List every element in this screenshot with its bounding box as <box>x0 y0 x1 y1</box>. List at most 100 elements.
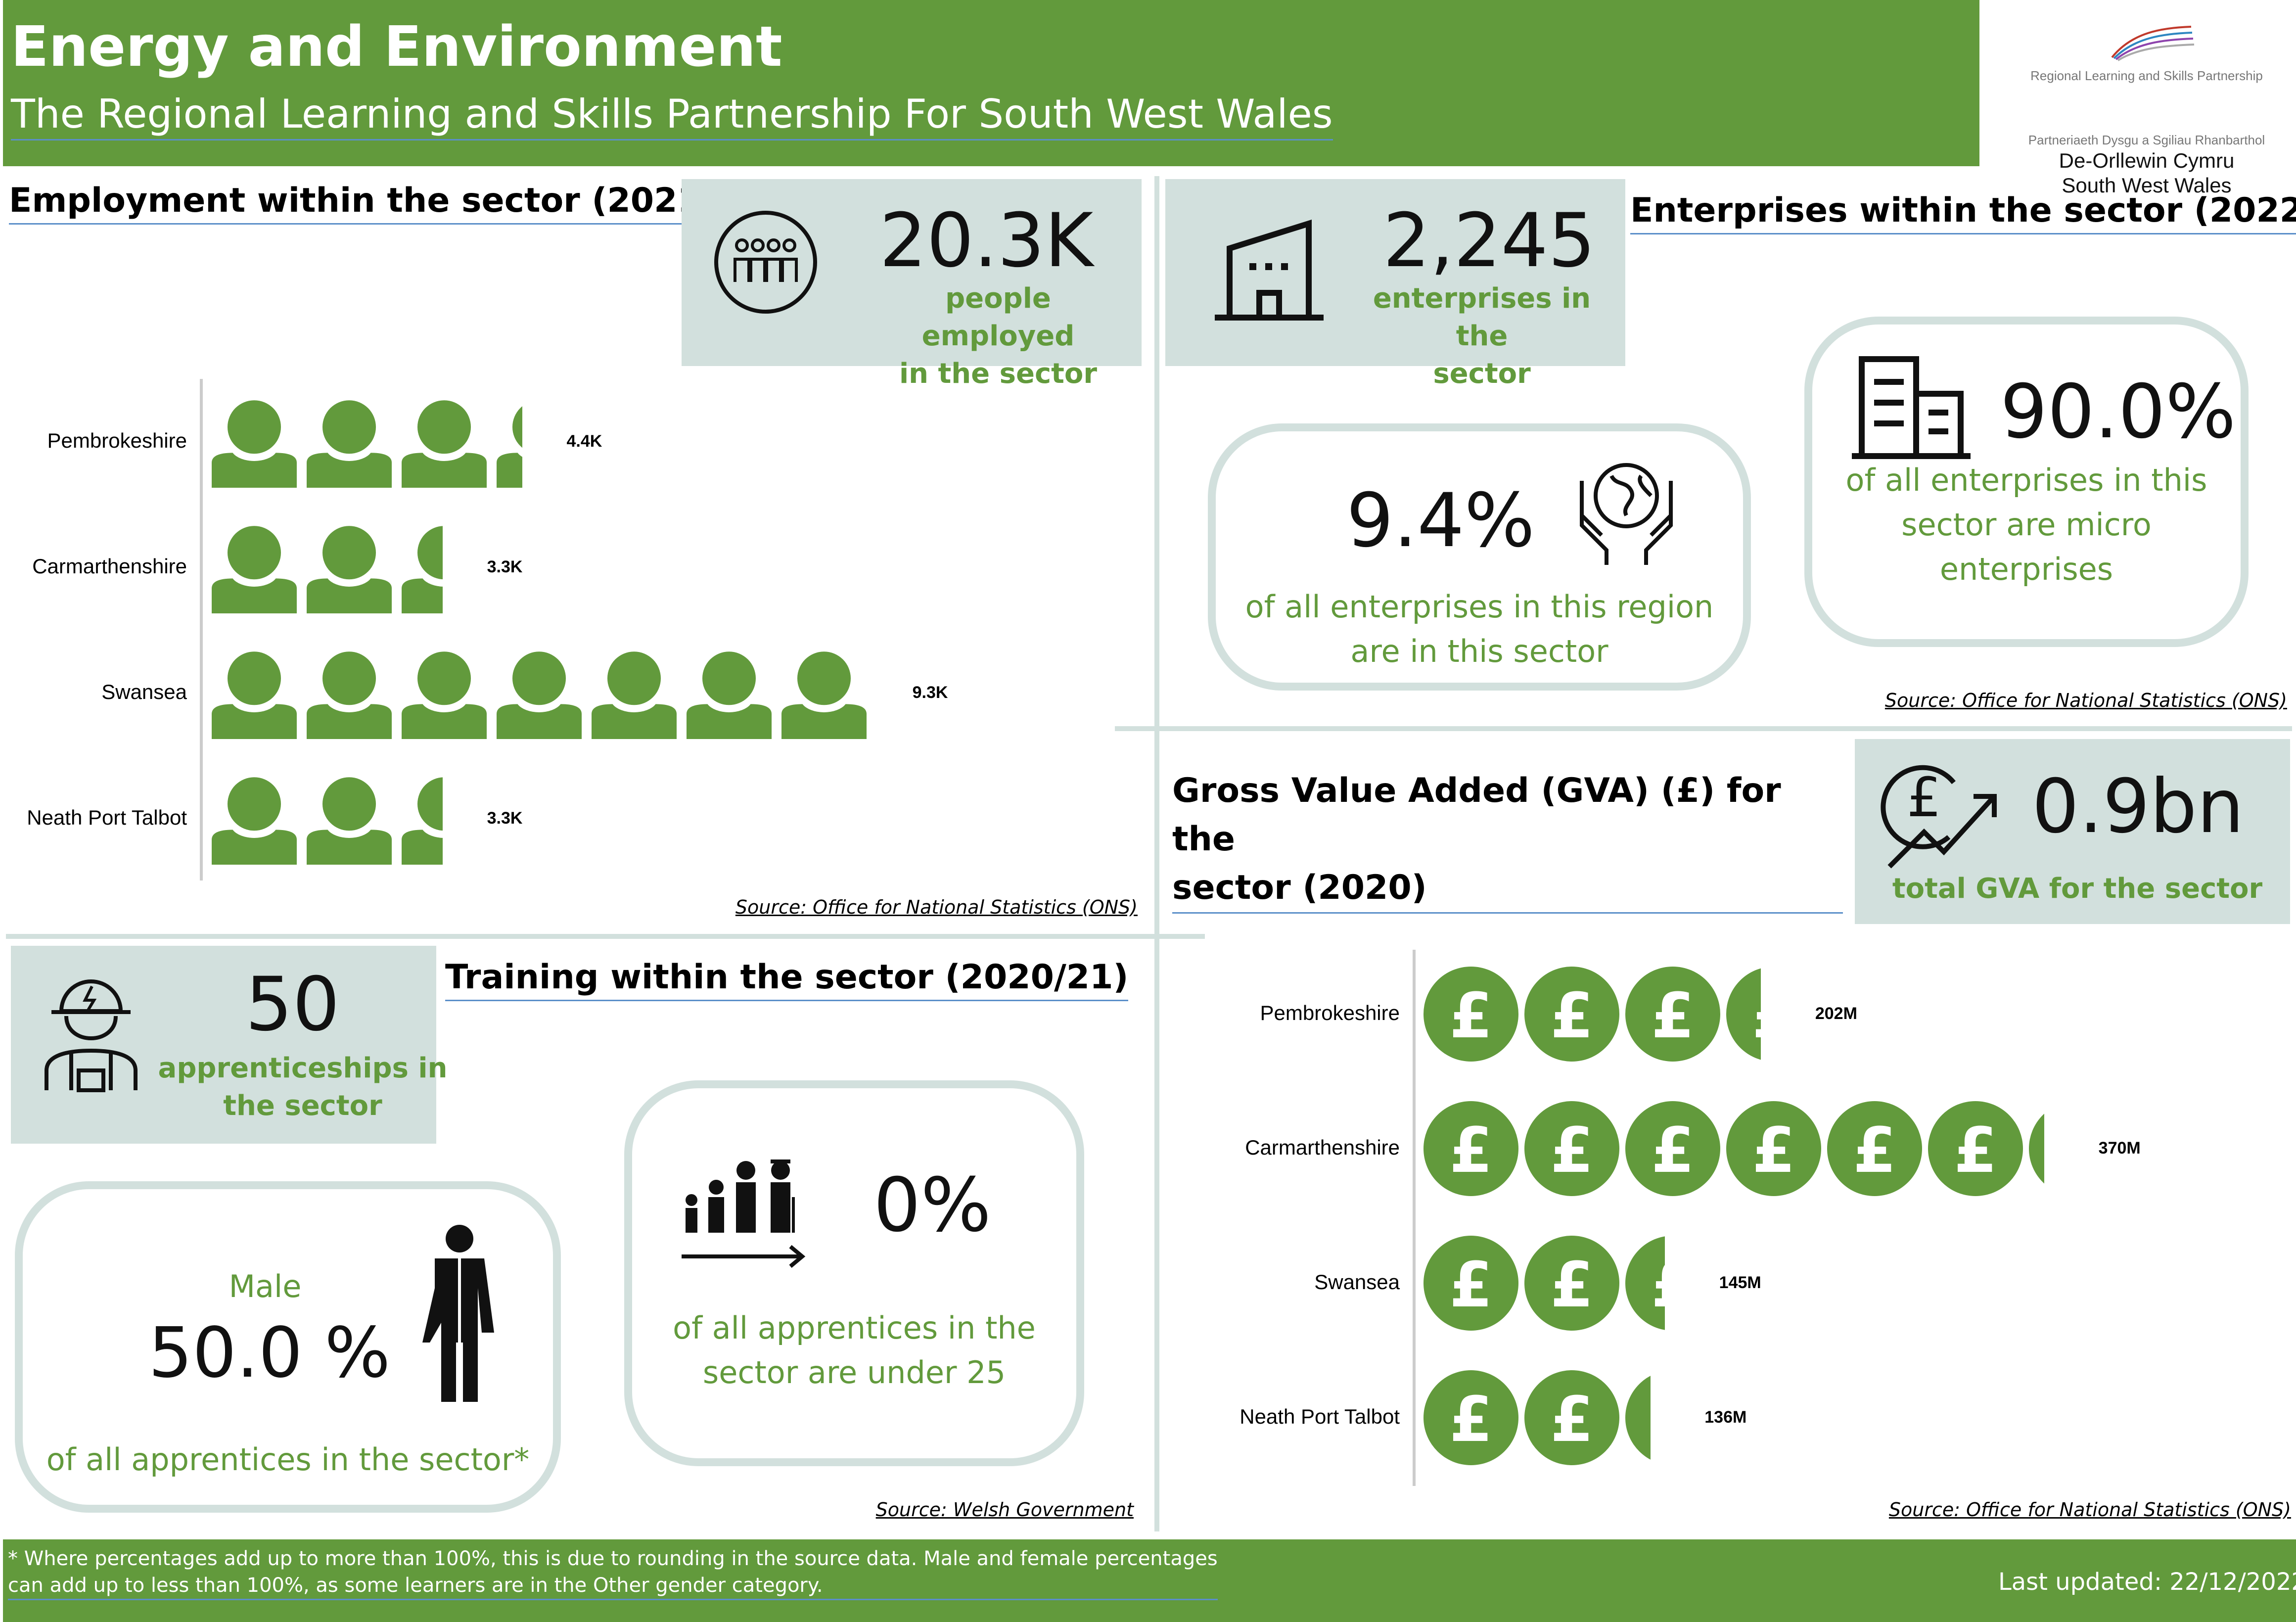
under25-line-2: sector are under 25 <box>702 1354 1006 1390</box>
enterprises-region-card: 9.4% of all enterprises in this region a… <box>1208 423 1751 691</box>
gva-title-line-1: Gross Value Added (GVA) (£) for the <box>1172 771 1781 859</box>
enterprises-region-line-1: of all enterprises in this region <box>1245 589 1714 625</box>
gender-text: of all apprentices in the sector* <box>46 1441 530 1478</box>
partnership-logo: Regional Learning and Skills Partnership… <box>2008 20 2285 197</box>
building-icon <box>1215 219 1324 321</box>
svg-text:£: £ <box>1651 980 1694 1052</box>
chart-value-label: 3.3K <box>487 557 523 576</box>
under25-line-1: of all apprentices in the <box>673 1310 1036 1346</box>
vertical-divider <box>1154 176 1159 1531</box>
svg-text:£: £ <box>1449 1384 1492 1456</box>
chart-value-label: 202M <box>1815 1004 1857 1023</box>
svg-text:£: £ <box>1651 1249 1665 1321</box>
gva-bar-icons: £££ <box>1424 1370 1651 1465</box>
chart-category-label: Swansea <box>101 680 187 703</box>
employment-bar-icons <box>212 400 522 488</box>
enterprises-region-text: of all enterprises in this region are in… <box>1216 585 1743 674</box>
employment-title: Employment within the sector (2021) <box>9 181 716 225</box>
enterprises-micro-pct: 90.0% <box>2000 369 2236 455</box>
globe-hands-icon <box>1580 463 1673 565</box>
page-subtitle: The Regional Learning and Skills Partner… <box>11 91 1333 140</box>
enterprises-micro-text: of all enterprises in this sector are mi… <box>1812 458 2241 592</box>
gva-bar-icons: £££££££ <box>1424 1101 2044 1196</box>
chart-category-label: Carmarthenshire <box>1245 1136 1400 1159</box>
worker-helmet-icon <box>45 979 138 1092</box>
swoosh-logo-icon <box>2111 26 2195 61</box>
chart-category-label: Neath Port Talbot <box>27 806 187 829</box>
age-progression-icon <box>682 1159 806 1268</box>
office-building-icon <box>1852 356 1971 459</box>
enterprises-micro-line-3: enterprises <box>1939 551 2113 587</box>
horizontal-divider-left <box>6 934 1205 939</box>
employment-kpi-line-2: in the sector <box>899 358 1098 390</box>
footnote-line-2: can add up to less than 100%, as some le… <box>8 1574 823 1597</box>
employment-kpi-panel: 20.3K people employed in the sector <box>682 179 1142 390</box>
employment-source: Source: Office for National Statistics (… <box>735 896 1138 918</box>
employment-bar-icons <box>212 526 443 613</box>
svg-text:£: £ <box>1550 980 1593 1052</box>
training-title: Training within the sector (2020/21) <box>445 958 1129 1001</box>
training-source: Source: Welsh Government <box>875 1499 1134 1521</box>
enterprises-micro-line-2: sector are micro <box>1901 507 2152 543</box>
under25-card: 0% of all apprentices in the sector are … <box>624 1080 1084 1466</box>
svg-text:£: £ <box>1853 1114 1896 1187</box>
training-kpi-line-2: the sector <box>223 1090 382 1122</box>
enterprises-title: Enterprises within the sector (2022) <box>1630 191 2296 234</box>
gva-bar-icons: £ £ £ £ <box>1424 967 1761 1062</box>
svg-text:£: £ <box>1550 1249 1593 1321</box>
enterprises-kpi-line-2: sector <box>1433 358 1531 390</box>
enterprises-kpi-value: 2,245 <box>1383 198 1596 284</box>
horizontal-divider-right <box>1115 726 2292 731</box>
under25-text: of all apprentices in the sector are und… <box>632 1306 1076 1395</box>
svg-text:£: £ <box>1651 1114 1694 1187</box>
page-title: Energy and Environment <box>11 15 782 79</box>
enterprises-kpi-line-1: enterprises in the <box>1373 282 1591 352</box>
footnote: * Where percentages add up to more than … <box>8 1545 1218 1600</box>
enterprises-micro-line-1: of all enterprises in this <box>1845 462 2207 498</box>
chart-category-label: Pembrokeshire <box>47 429 187 452</box>
logo-line-2: Partneriaeth Dysgu a Sgiliau Rhanbarthol <box>2028 133 2265 147</box>
employment-axis <box>200 379 203 881</box>
svg-text:£: £ <box>1954 1114 1997 1187</box>
svg-text:£: £ <box>1449 1114 1492 1187</box>
svg-text:£: £ <box>1550 1384 1593 1456</box>
svg-text:£: £ <box>1907 766 1941 829</box>
gender-pct: 50.0 % <box>148 1313 391 1393</box>
enterprises-micro-card: 90.0% of all enterprises in this sector … <box>1804 317 2249 647</box>
under25-pct: 0% <box>873 1162 991 1249</box>
employment-bar-icons <box>212 777 443 865</box>
chart-value-label: 4.4K <box>566 432 602 451</box>
logo-line-1: Regional Learning and Skills Partnership <box>2030 68 2263 83</box>
employment-bar-icons <box>212 651 867 739</box>
people-group-icon <box>714 211 817 314</box>
chart-category-label: Neath Port Talbot <box>1240 1405 1400 1428</box>
employment-kpi-value: 20.3K <box>879 198 1094 284</box>
chart-category-label: Swansea <box>1314 1270 1400 1294</box>
training-kpi-panel: 50 apprenticeships in the sector <box>11 946 447 1144</box>
training-kpi-line-1: apprenticeships in <box>158 1052 448 1084</box>
gva-title: Gross Value Added (GVA) (£) for the sect… <box>1172 767 1843 914</box>
gender-person-icon <box>422 1225 494 1402</box>
last-updated: Last updated: 22/12/2022 <box>1998 1568 2296 1596</box>
gva-source: Source: Office for National Statistics (… <box>1888 1499 2291 1521</box>
training-kpi-label: apprenticeships in the sector <box>139 1050 466 1125</box>
chart-value-label: 370M <box>2098 1139 2141 1158</box>
gva-bar-icons: £££ <box>1424 1236 1665 1331</box>
svg-text:£: £ <box>1449 980 1492 1052</box>
chart-value-label: 9.3K <box>912 683 948 702</box>
training-kpi-value: 50 <box>245 962 340 1048</box>
enterprises-kpi-label: enterprises in the sector <box>1343 280 1620 393</box>
svg-text:£: £ <box>1752 980 1761 1052</box>
logo-line-3: De-Orllewin Cymru <box>2059 149 2235 172</box>
logo-line-4: South West Wales <box>2062 174 2232 197</box>
gender-card: Male 50.0 % of all apprentices in the se… <box>15 1181 561 1513</box>
enterprises-region-line-2: are in this sector <box>1350 633 1608 669</box>
gva-title-line-2: sector (2020) <box>1172 868 1427 907</box>
chart-value-label: 145M <box>1719 1273 1761 1292</box>
chart-category-label: Pembrokeshire <box>1260 1001 1400 1024</box>
gva-kpi-value: 0.9bn <box>2032 764 2244 850</box>
footer-banner <box>3 1539 2296 1622</box>
gva-axis <box>1413 950 1416 1486</box>
chart-value-label: 136M <box>1704 1408 1747 1427</box>
gva-kpi-label: total GVA for the sector <box>1892 873 2263 905</box>
